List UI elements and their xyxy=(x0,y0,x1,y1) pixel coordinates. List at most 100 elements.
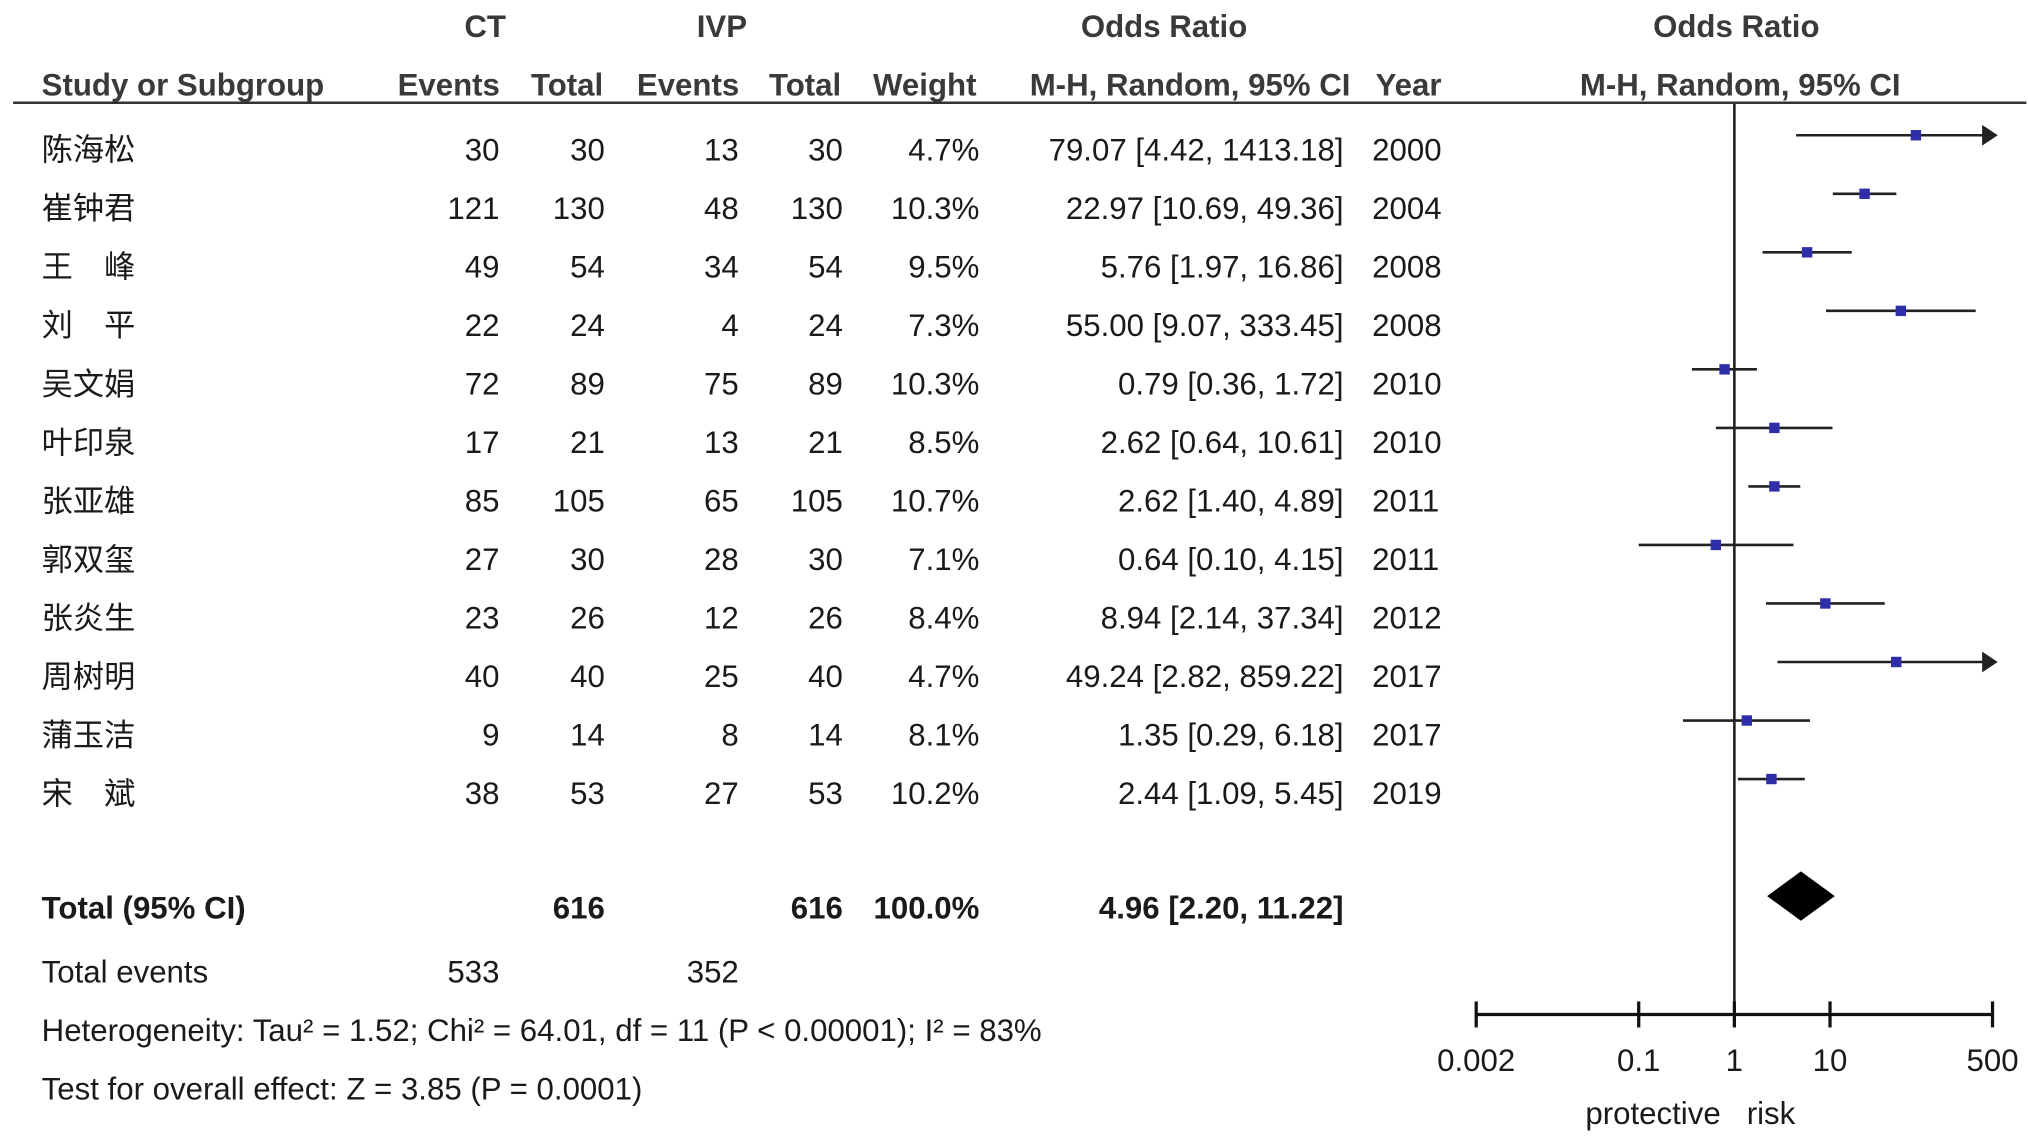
heterogeneity: Heterogeneity: Tau² = 1.52; Chi² = 64.01… xyxy=(42,1013,1042,1048)
cell: 22.97 [10.69, 49.36] xyxy=(1066,191,1344,226)
cell: 55.00 [9.07, 333.45] xyxy=(1066,308,1344,343)
cell: 21 xyxy=(808,425,843,460)
cell: 14 xyxy=(570,718,605,753)
cell: 7.3% xyxy=(908,308,979,343)
cell: 26 xyxy=(570,601,605,636)
cell: 0.79 [0.36, 1.72] xyxy=(1118,367,1344,402)
cell: 10.3% xyxy=(891,191,979,226)
total-cell: 100.0% xyxy=(874,891,980,926)
or-marker xyxy=(1895,305,1907,317)
column-header: M-H, Random, 95% CI xyxy=(1580,67,1901,102)
column-header: Total xyxy=(531,67,603,102)
cell: 2.62 [1.40, 4.89] xyxy=(1118,484,1344,519)
cell: 65 xyxy=(704,484,739,519)
cell: 2.62 [0.64, 10.61] xyxy=(1101,425,1344,460)
ci-arrow xyxy=(1982,651,1998,673)
cell: 2.44 [1.09, 5.45] xyxy=(1118,776,1344,811)
year: 2017 xyxy=(1372,659,1441,694)
cell: 26 xyxy=(808,601,843,636)
study-name: 蒲玉洁 xyxy=(42,718,136,754)
total-events-cell: 533 xyxy=(447,954,499,989)
overall-effect: Test for overall effect: Z = 3.85 (P = 0… xyxy=(42,1071,643,1106)
or-marker xyxy=(1719,364,1730,375)
total-cell: 616 xyxy=(553,891,605,926)
or-marker xyxy=(1741,715,1753,726)
column-header: Study or Subgroup xyxy=(42,67,325,102)
cell: 8.1% xyxy=(908,718,979,753)
cell: 27 xyxy=(465,542,500,577)
cell: 30 xyxy=(808,132,843,167)
cell: 25 xyxy=(704,659,739,694)
group-header: CT xyxy=(464,9,506,44)
or-marker xyxy=(1910,130,1922,141)
cell: 89 xyxy=(570,367,605,402)
total-name: Total (95% CI) xyxy=(42,891,246,926)
cell: 13 xyxy=(704,425,739,460)
study-name: 张炎生 xyxy=(42,601,136,637)
or-marker xyxy=(1769,422,1780,434)
column-header: M-H, Random, 95% CI xyxy=(1030,67,1351,102)
study-name: 吴文娟 xyxy=(42,367,136,403)
cell: 24 xyxy=(808,308,843,343)
cell: 4 xyxy=(721,308,738,343)
cell: 38 xyxy=(465,776,500,811)
year: 2019 xyxy=(1372,776,1441,811)
cell: 89 xyxy=(808,367,843,402)
group-header: Odds Ratio xyxy=(1081,9,1247,44)
total-events-name: Total events xyxy=(42,954,209,989)
year: 2011 xyxy=(1372,542,1439,577)
cell: 28 xyxy=(704,542,739,577)
group-header: Odds Ratio xyxy=(1653,9,1819,44)
cell: 4.7% xyxy=(908,659,979,694)
study-name: 宋 斌 xyxy=(42,776,136,812)
column-header: Events xyxy=(637,67,739,102)
cell: 130 xyxy=(791,191,843,226)
or-marker xyxy=(1801,247,1813,258)
x-tick-label: 0.1 xyxy=(1617,1043,1660,1078)
ci-arrow xyxy=(1982,124,1998,146)
cell: 121 xyxy=(447,191,499,226)
cell: 23 xyxy=(465,601,500,636)
cell: 48 xyxy=(704,191,739,226)
cell: 30 xyxy=(465,132,500,167)
column-header: Events xyxy=(398,67,500,102)
x-tick-label: 1 xyxy=(1726,1043,1743,1078)
cell: 22 xyxy=(465,308,500,343)
column-header: Total xyxy=(769,67,841,102)
cell: 49 xyxy=(465,249,500,284)
cell: 13 xyxy=(704,132,739,167)
cell: 54 xyxy=(808,249,843,284)
cell: 40 xyxy=(570,659,605,694)
cell: 21 xyxy=(570,425,605,460)
year: 2008 xyxy=(1372,308,1441,343)
year: 2010 xyxy=(1372,425,1441,460)
cell: 9 xyxy=(482,718,499,753)
cell: 30 xyxy=(570,542,605,577)
year: 2000 xyxy=(1372,132,1441,167)
study-name: 崔钟君 xyxy=(42,191,136,227)
cell: 54 xyxy=(570,249,605,284)
cell: 1.35 [0.29, 6.18] xyxy=(1118,718,1344,753)
year: 2008 xyxy=(1372,249,1441,284)
cell: 10.7% xyxy=(891,484,979,519)
study-name: 郭双玺 xyxy=(42,542,136,578)
cell: 17 xyxy=(465,425,500,460)
cell: 8 xyxy=(721,718,738,753)
axis-label-right: risk xyxy=(1747,1096,1796,1131)
total-cell: 616 xyxy=(791,891,843,926)
year: 2010 xyxy=(1372,367,1441,402)
cell: 30 xyxy=(570,132,605,167)
year: 2004 xyxy=(1372,191,1441,226)
study-name: 王 峰 xyxy=(42,250,136,286)
cell: 105 xyxy=(553,484,605,519)
cell: 53 xyxy=(808,776,843,811)
group-header: IVP xyxy=(697,9,747,44)
cell: 5.76 [1.97, 16.86] xyxy=(1101,249,1344,284)
cell: 7.1% xyxy=(908,542,979,577)
axis-label-left: protective xyxy=(1585,1096,1720,1131)
or-marker xyxy=(1820,598,1831,609)
cell: 0.64 [0.10, 4.15] xyxy=(1118,542,1344,577)
cell: 14 xyxy=(808,718,843,753)
cell: 4.7% xyxy=(908,132,979,167)
